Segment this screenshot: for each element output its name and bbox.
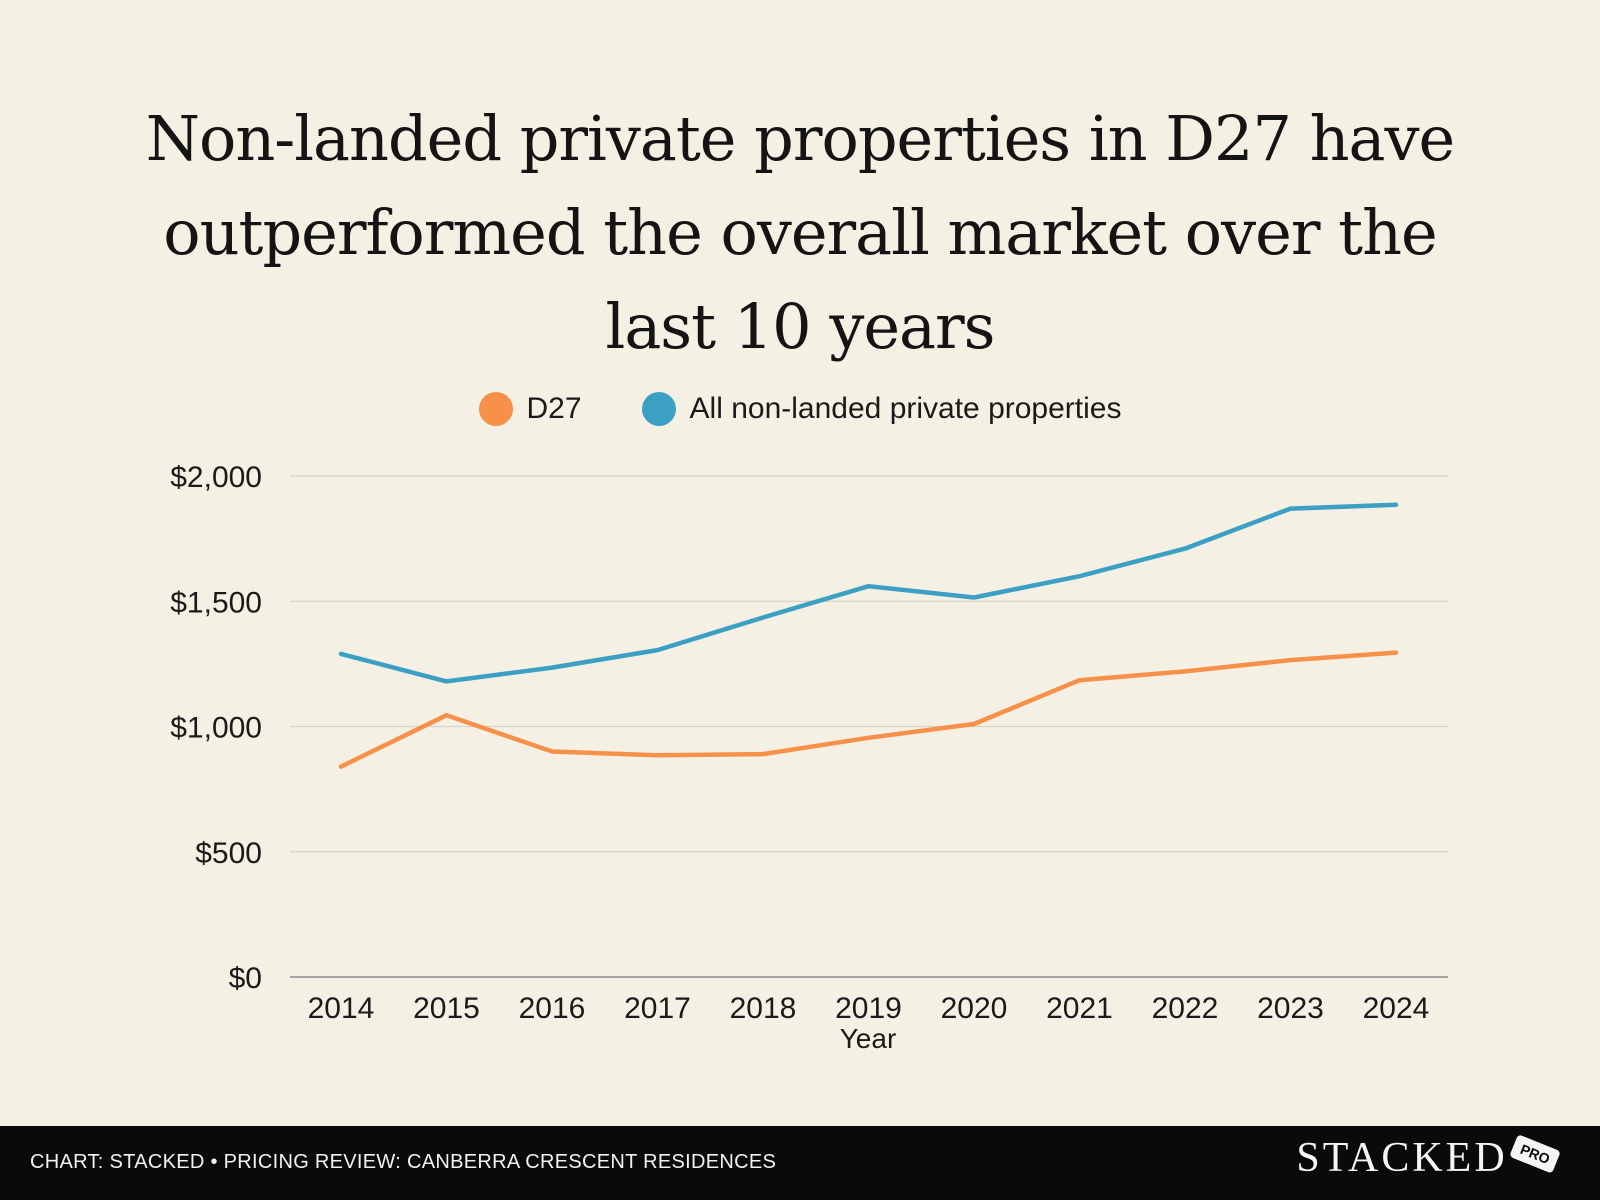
x-tick-label: 2020 xyxy=(941,992,1008,1025)
x-tick-label: 2022 xyxy=(1152,992,1219,1025)
series-line-all xyxy=(338,502,1399,684)
legend-item-all: All non-landed private properties xyxy=(641,392,1122,426)
legend-swatch-all xyxy=(641,392,676,426)
brand-badge: PRO xyxy=(1508,1134,1561,1174)
footer-credit: CHART: STACKED • PRICING REVIEW: CANBERR… xyxy=(30,1151,777,1173)
legend-item-d27: D27 xyxy=(478,392,582,426)
x-tick-label: 2024 xyxy=(1363,992,1430,1025)
x-tick-label: 2014 xyxy=(308,992,375,1025)
y-tick-label: $0 xyxy=(229,962,262,995)
x-tick-label: 2021 xyxy=(1046,992,1113,1025)
x-tick-label: 2016 xyxy=(519,992,586,1025)
brand-logo: STACKED PRO xyxy=(1296,1134,1561,1182)
x-tick-label: 2023 xyxy=(1257,992,1324,1025)
legend-label-d27: D27 xyxy=(526,392,582,425)
brand-name: STACKED xyxy=(1296,1135,1508,1181)
x-tick-label: 2015 xyxy=(413,992,480,1025)
y-tick-label: $2,000 xyxy=(170,461,262,494)
series-line-d27 xyxy=(338,650,1399,769)
x-tick-label: 2017 xyxy=(624,992,691,1025)
line-chart: $0 $500 $1,000 $1,500 $2,000 2014 2015 2016 2017… xyxy=(170,461,1448,1054)
chart-legend: D27 All non-landed private properties xyxy=(0,392,1600,426)
x-axis-title: Year xyxy=(840,1023,897,1054)
x-tick-label: 2018 xyxy=(730,992,797,1025)
legend-swatch-d27 xyxy=(478,392,513,426)
legend-label-all: All non-landed private properties xyxy=(689,392,1122,425)
y-tick-label: $1,500 xyxy=(170,586,262,619)
x-tick-label: 2019 xyxy=(835,992,902,1025)
y-tick-label: $1,000 xyxy=(170,712,262,745)
footer-bar: CHART: STACKED • PRICING REVIEW: CANBERR… xyxy=(0,1126,1600,1200)
y-tick-label: $500 xyxy=(195,837,262,870)
chart-title: Non-landed private properties in D27 hav… xyxy=(145,102,1455,363)
